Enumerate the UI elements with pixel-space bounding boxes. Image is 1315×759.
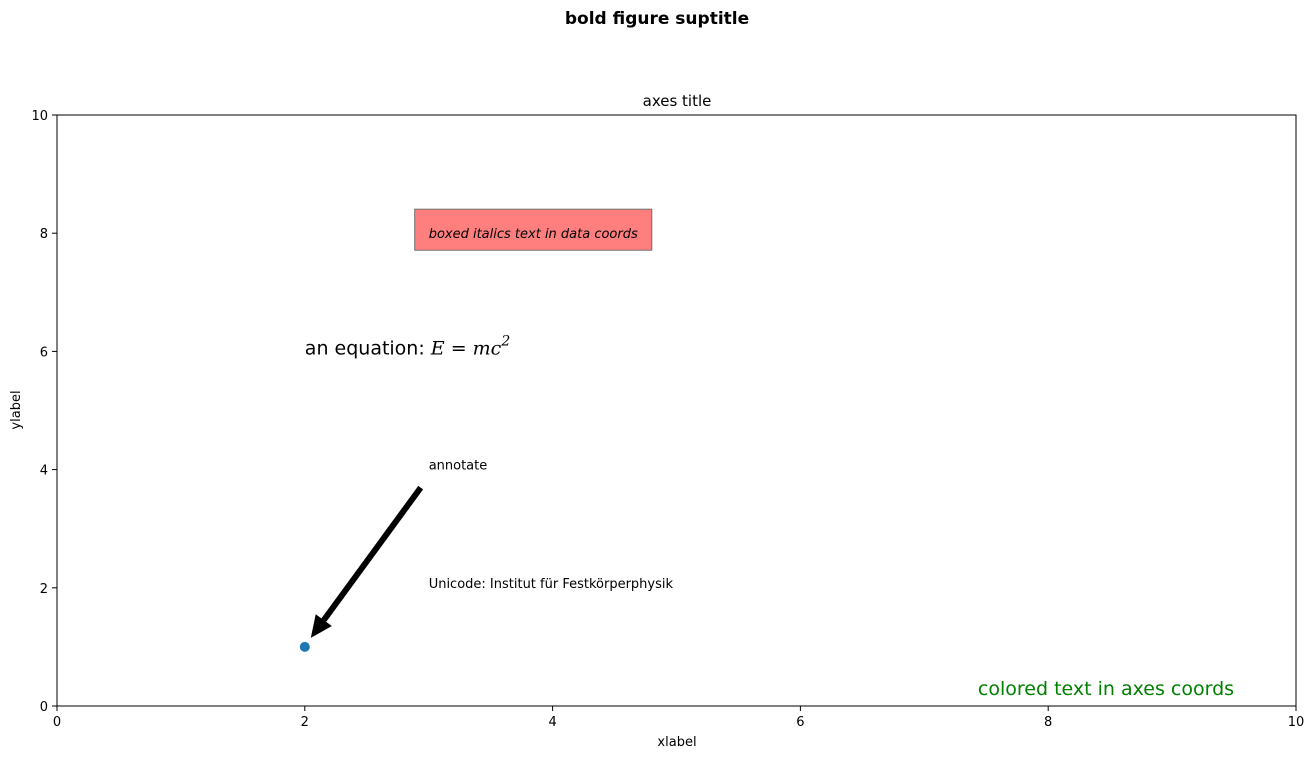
x-axis: 0 2 4 6 8 10 [53,706,1304,730]
arrow-shaft [321,485,424,622]
x-tick-label: 0 [53,715,61,730]
equation-annotation: an equation: E = mc2 [305,333,511,359]
figure-suptitle: bold figure suptitle [565,9,749,29]
boxed-italics-text: boxed italics text in data coords [429,227,638,242]
annotate-label: annotate [429,459,488,474]
x-tick-label: 10 [1288,715,1305,730]
y-axis: 0 2 4 6 8 10 [31,109,57,715]
y-tick-label: 4 [40,464,48,479]
equation-prefix: an equation: [305,337,431,359]
colored-axes-text: colored text in axes coords [978,678,1234,700]
equation-superscript: 2 [500,333,510,349]
y-tick-label: 0 [40,700,48,715]
x-tick-label: 2 [301,715,309,730]
arrow-head [310,614,332,638]
x-tick-label: 8 [1044,715,1052,730]
arrow-annotation: annotate [310,459,488,638]
annotation-box [414,208,653,251]
y-tick-label: 6 [40,345,48,360]
data-point [299,641,310,652]
y-tick-label: 10 [31,109,48,124]
unicode-annotation: Unicode: Institut für Festkörperphysik [429,577,674,592]
y-tick-label: 2 [40,582,48,597]
boxed-annotation: boxed italics text in data coords [414,208,653,251]
equation-math: E = mc [430,337,502,359]
data-points [299,641,310,652]
y-axis-label: ylabel [9,390,24,429]
y-tick-label: 8 [40,227,48,242]
plot-area [56,114,1297,707]
axes-title: axes title [643,92,712,110]
x-axis-label: xlabel [657,735,696,750]
x-tick-label: 6 [796,715,804,730]
x-tick-label: 4 [548,715,556,730]
